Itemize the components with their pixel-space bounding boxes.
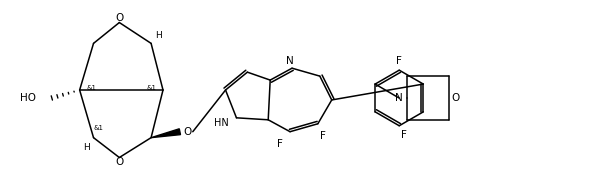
Text: &1: &1 xyxy=(146,85,156,91)
Text: F: F xyxy=(396,56,402,66)
Text: H: H xyxy=(155,31,161,40)
Text: O: O xyxy=(115,158,123,167)
Text: F: F xyxy=(277,139,283,149)
Text: &1: &1 xyxy=(94,125,104,131)
Text: O: O xyxy=(184,127,192,137)
Text: O: O xyxy=(115,13,123,23)
Text: H: H xyxy=(83,143,90,152)
Text: &1: &1 xyxy=(87,85,97,91)
Text: F: F xyxy=(401,130,407,140)
Polygon shape xyxy=(151,129,180,138)
Text: HO: HO xyxy=(20,93,36,103)
Text: F: F xyxy=(320,131,326,141)
Text: O: O xyxy=(451,93,460,103)
Text: HN: HN xyxy=(213,118,228,128)
Text: N: N xyxy=(395,93,403,103)
Text: N: N xyxy=(286,56,294,66)
